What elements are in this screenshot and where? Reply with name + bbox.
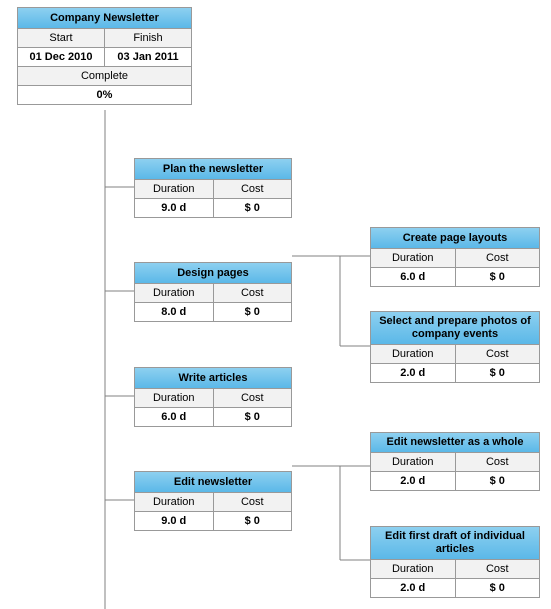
cost-value: $ 0 — [456, 267, 540, 286]
cost-label: Cost — [456, 453, 540, 471]
cost-label: Cost — [214, 180, 292, 198]
task-title: Plan the newsletter — [135, 159, 291, 180]
duration-value: 2.0 d — [371, 363, 456, 382]
task-title: Select and prepare photos of company eve… — [371, 312, 539, 345]
cost-label: Cost — [456, 560, 540, 578]
finish-label: Finish — [105, 29, 191, 47]
cost-label: Cost — [214, 389, 292, 407]
cost-label: Cost — [214, 284, 292, 302]
task-node: Select and prepare photos of company eve… — [370, 311, 540, 383]
task-title: Edit newsletter as a whole — [371, 433, 539, 453]
duration-value: 2.0 d — [371, 471, 456, 490]
start-label: Start — [18, 29, 105, 47]
duration-label: Duration — [371, 560, 456, 578]
task-title: Edit newsletter — [135, 472, 291, 493]
root-title: Company Newsletter — [18, 8, 191, 29]
root-node: Company Newsletter Start Finish 01 Dec 2… — [17, 7, 192, 105]
duration-label: Duration — [371, 453, 456, 471]
cost-value: $ 0 — [214, 407, 292, 426]
duration-value: 9.0 d — [135, 511, 214, 530]
task-node: Write articlesDurationCost6.0 d$ 0 — [134, 367, 292, 427]
task-node: Edit newsletterDurationCost9.0 d$ 0 — [134, 471, 292, 531]
cost-value: $ 0 — [214, 511, 292, 530]
cost-value: $ 0 — [456, 363, 540, 382]
duration-value: 9.0 d — [135, 198, 214, 217]
duration-label: Duration — [135, 389, 214, 407]
task-title: Edit first draft of individual articles — [371, 527, 539, 560]
duration-value: 2.0 d — [371, 578, 456, 597]
duration-value: 8.0 d — [135, 302, 214, 321]
cost-label: Cost — [214, 493, 292, 511]
start-value: 01 Dec 2010 — [18, 47, 105, 66]
task-node: Design pagesDurationCost8.0 d$ 0 — [134, 262, 292, 322]
duration-label: Duration — [371, 249, 456, 267]
task-node: Create page layoutsDurationCost6.0 d$ 0 — [370, 227, 540, 287]
duration-label: Duration — [135, 284, 214, 302]
finish-value: 03 Jan 2011 — [105, 47, 191, 66]
complete-value: 0% — [18, 85, 191, 104]
cost-value: $ 0 — [214, 302, 292, 321]
duration-label: Duration — [135, 180, 214, 198]
duration-label: Duration — [371, 345, 456, 363]
complete-label: Complete — [18, 66, 191, 85]
task-title: Design pages — [135, 263, 291, 284]
task-title: Create page layouts — [371, 228, 539, 249]
cost-label: Cost — [456, 249, 540, 267]
task-node: Edit first draft of individual articlesD… — [370, 526, 540, 598]
cost-value: $ 0 — [456, 471, 540, 490]
duration-value: 6.0 d — [135, 407, 214, 426]
task-node: Plan the newsletterDurationCost9.0 d$ 0 — [134, 158, 292, 218]
duration-label: Duration — [135, 493, 214, 511]
cost-label: Cost — [456, 345, 540, 363]
task-node: Edit newsletter as a wholeDurationCost2.… — [370, 432, 540, 491]
cost-value: $ 0 — [214, 198, 292, 217]
cost-value: $ 0 — [456, 578, 540, 597]
task-title: Write articles — [135, 368, 291, 389]
duration-value: 6.0 d — [371, 267, 456, 286]
